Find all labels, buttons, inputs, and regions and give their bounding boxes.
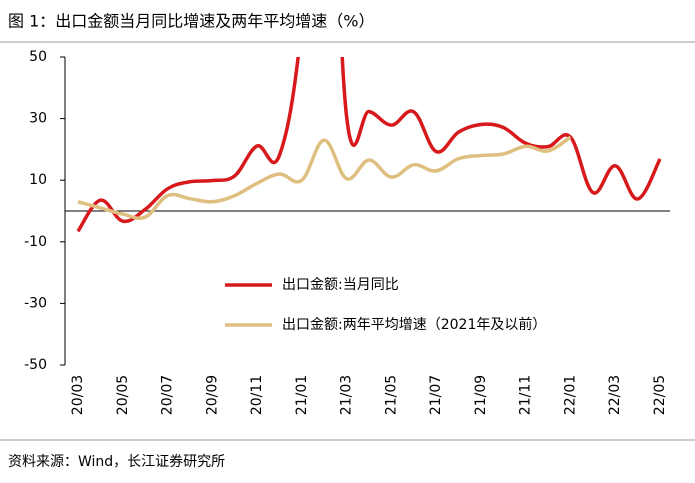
chart-title: 图 1：出口金额当月同比增速及两年平均增速（%） xyxy=(8,12,374,31)
x-tick-label: 20/07 xyxy=(160,375,176,415)
x-tick-label: 22/01 xyxy=(562,375,578,415)
y-tick-label: 30 xyxy=(29,111,47,127)
y-tick-label: 50 xyxy=(29,49,47,65)
x-tick-label: 20/03 xyxy=(70,375,86,415)
x-tick-label: 22/03 xyxy=(607,375,623,415)
x-tick-label: 21/09 xyxy=(473,375,489,415)
y-tick-label: 10 xyxy=(29,172,47,188)
x-tick-label: 21/03 xyxy=(339,375,355,415)
series-line xyxy=(76,57,662,233)
series-line xyxy=(77,135,572,221)
plot xyxy=(76,57,662,233)
x-tick-label: 21/01 xyxy=(294,375,310,415)
y-tick-label: -10 xyxy=(24,234,47,250)
x-tick-label: 20/09 xyxy=(204,375,220,415)
y-tick-label: -30 xyxy=(24,295,47,311)
y-tick-label: -50 xyxy=(24,357,47,373)
x-tick-label: 21/11 xyxy=(518,375,534,415)
source: 资料来源：Wind，长江证券研究所 xyxy=(8,454,225,470)
x-tick-label: 21/05 xyxy=(383,375,399,415)
legend-label: 出口金额:两年平均增速（2021年及以前） xyxy=(282,316,546,333)
x-tick-label: 20/05 xyxy=(115,375,131,415)
x-tick-label: 20/11 xyxy=(249,375,265,415)
x-tick-label: 22/05 xyxy=(652,375,668,415)
x-tick-label: 21/07 xyxy=(428,375,444,415)
legend-label: 出口金额:当月同比 xyxy=(282,277,399,293)
